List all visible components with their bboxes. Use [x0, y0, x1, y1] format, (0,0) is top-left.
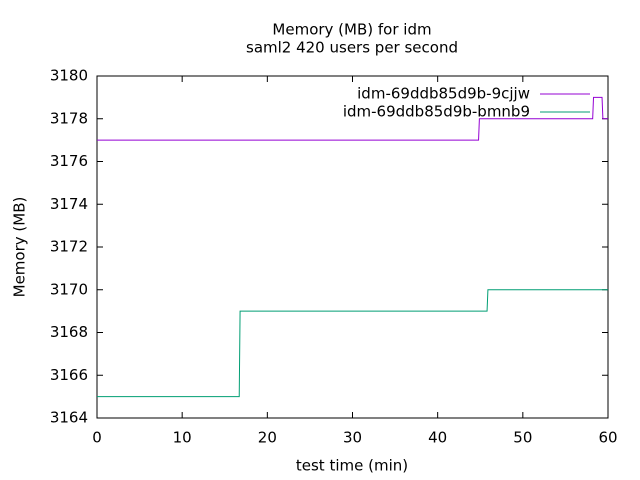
y-tick-label: 3174 [50, 195, 88, 213]
y-axis-label: Memory (MB) [11, 197, 29, 298]
chart-title: Memory (MB) for idm [272, 21, 431, 39]
y-tick-label: 3178 [50, 109, 88, 127]
y-tick-label: 3170 [50, 280, 88, 298]
x-tick-label: 30 [343, 429, 362, 447]
y-tick-label: 3168 [50, 323, 88, 341]
chart-subtitle: saml2 420 users per second [246, 39, 458, 57]
x-tick-label: 10 [173, 429, 192, 447]
x-tick-label: 60 [598, 429, 617, 447]
x-tick-label: 40 [428, 429, 447, 447]
legend-label: idm-69ddb85d9b-9cjjw [357, 85, 530, 103]
x-axis-label: test time (min) [296, 457, 408, 475]
y-tick-label: 3166 [50, 366, 88, 384]
series-line [97, 96, 608, 141]
y-tick-label: 3172 [50, 238, 88, 256]
legend-label: idm-69ddb85d9b-bmnb9 [343, 103, 530, 121]
x-tick-label: 50 [513, 429, 532, 447]
y-tick-label: 3180 [50, 67, 88, 85]
y-tick-label: 3176 [50, 152, 88, 170]
x-tick-label: 0 [92, 429, 102, 447]
y-tick-label: 3164 [50, 409, 88, 427]
x-tick-label: 20 [258, 429, 277, 447]
series-line [97, 289, 608, 398]
plot-border [96, 75, 609, 419]
